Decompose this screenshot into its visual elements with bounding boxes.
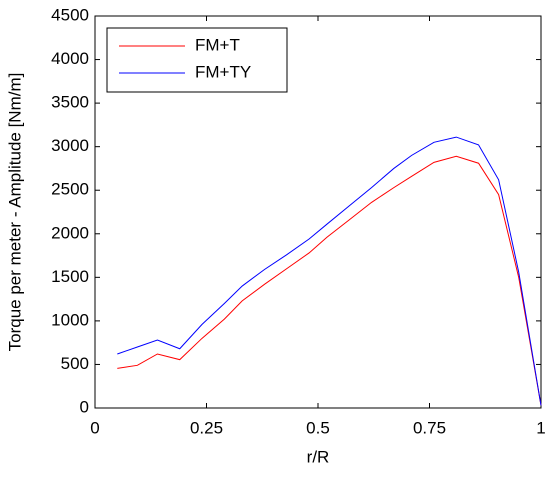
y-axis-label: Torque per meter - Amplitude [Nm/m] xyxy=(5,73,24,352)
y-tick-label: 500 xyxy=(61,354,89,373)
series-line xyxy=(117,155,542,406)
plot-frame xyxy=(94,15,542,409)
legend-box xyxy=(106,27,288,93)
x-axis-label: r/R xyxy=(307,447,330,466)
y-tick-label: 3500 xyxy=(51,93,89,112)
x-tick-label: 1 xyxy=(536,418,545,437)
x-tick-label: 0 xyxy=(90,418,99,437)
y-tick-label: 4000 xyxy=(51,49,89,68)
y-tick-label: 1000 xyxy=(51,310,89,329)
legend-label: FM+T xyxy=(195,35,240,54)
y-tick-label: 4500 xyxy=(51,5,89,24)
y-tick-label: 2000 xyxy=(51,223,89,242)
y-tick-label: 2500 xyxy=(51,180,89,199)
series-line xyxy=(117,136,542,406)
legend-label: FM+TY xyxy=(195,62,251,81)
x-tick-label: 0.25 xyxy=(190,418,223,437)
y-tick-label: 1500 xyxy=(51,267,89,286)
y-tick-label: 3000 xyxy=(51,136,89,155)
x-tick-label: 0.75 xyxy=(413,418,446,437)
y-tick-label: 0 xyxy=(80,397,89,416)
x-tick-label: 0.5 xyxy=(306,418,330,437)
